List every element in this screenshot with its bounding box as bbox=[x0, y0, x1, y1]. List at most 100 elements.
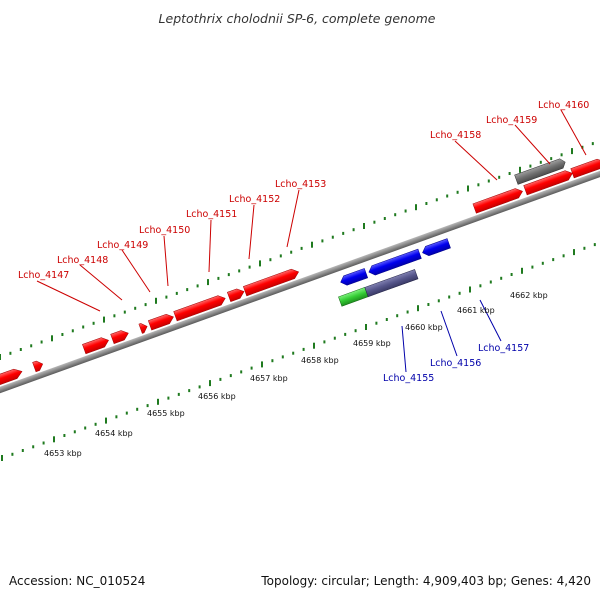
scale-label: 4656 kbp bbox=[198, 392, 236, 401]
gene-arrow[interactable] bbox=[472, 187, 524, 214]
gene-label-lcho-4155[interactable]: Lcho_4155 bbox=[383, 373, 434, 384]
minor-tick bbox=[146, 404, 149, 408]
accession-text: Accession: NC_010524 bbox=[9, 574, 145, 588]
minor-tick bbox=[186, 288, 189, 292]
minor-tick bbox=[115, 415, 118, 419]
minor-tick bbox=[279, 254, 282, 258]
minor-tick bbox=[219, 377, 222, 381]
minor-tick bbox=[19, 348, 22, 351]
major-tick bbox=[1, 455, 3, 461]
gene-label-lcho-4160[interactable]: Lcho_4160 bbox=[538, 100, 589, 111]
minor-tick bbox=[84, 426, 87, 430]
minor-tick bbox=[385, 318, 388, 321]
minor-tick bbox=[446, 194, 449, 198]
minor-tick bbox=[333, 336, 336, 340]
major-tick bbox=[417, 305, 419, 312]
minor-tick bbox=[373, 220, 376, 224]
minor-tick bbox=[394, 213, 397, 217]
major-tick bbox=[155, 297, 157, 304]
minor-tick bbox=[508, 172, 511, 175]
minor-tick bbox=[344, 332, 347, 336]
gene-arrow[interactable] bbox=[570, 157, 600, 179]
map-title: Leptothrix cholodnii SP-6, complete geno… bbox=[159, 11, 436, 26]
major-tick bbox=[573, 249, 575, 256]
major-tick bbox=[53, 436, 55, 443]
gene-arrow[interactable] bbox=[82, 336, 110, 355]
gene-label-lcho-4159[interactable]: Lcho_4159 bbox=[486, 115, 537, 126]
gene-label-lcho-4157[interactable]: Lcho_4157 bbox=[478, 343, 529, 354]
minor-tick bbox=[396, 314, 399, 318]
minor-tick bbox=[477, 183, 480, 187]
minor-tick bbox=[300, 246, 303, 250]
major-tick bbox=[365, 324, 367, 330]
gene-arrow[interactable] bbox=[339, 268, 369, 287]
gene-label-lcho-4148[interactable]: Lcho_4148 bbox=[57, 255, 108, 266]
minor-tick bbox=[134, 306, 137, 310]
gene-label-lcho-4152[interactable]: Lcho_4152 bbox=[229, 194, 280, 205]
gene-label-lcho-4153[interactable]: Lcho_4153 bbox=[275, 179, 326, 190]
gene-arrow[interactable] bbox=[138, 322, 149, 334]
minor-tick bbox=[531, 265, 534, 269]
gene-arrow[interactable] bbox=[0, 367, 24, 390]
major-tick bbox=[103, 316, 105, 323]
scale-label: 4653 kbp bbox=[44, 449, 82, 458]
minor-tick bbox=[136, 407, 139, 411]
gene-arrow[interactable] bbox=[110, 328, 130, 344]
gene-arrow[interactable] bbox=[523, 169, 574, 196]
minor-tick bbox=[321, 239, 324, 243]
minor-tick bbox=[144, 303, 147, 307]
genome-backbone bbox=[0, 156, 600, 400]
gene-arrow[interactable] bbox=[421, 238, 451, 258]
gene-arrow[interactable] bbox=[514, 157, 567, 185]
gene-label-lcho-4147[interactable]: Lcho_4147 bbox=[18, 270, 69, 281]
minor-tick bbox=[248, 265, 251, 269]
scale-label: 4655 kbp bbox=[147, 409, 185, 418]
gene-label-lcho-4158[interactable]: Lcho_4158 bbox=[430, 130, 481, 141]
scale-label: 4658 kbp bbox=[301, 356, 339, 365]
gene-arrow[interactable] bbox=[32, 359, 45, 373]
gene-label-lcho-4149[interactable]: Lcho_4149 bbox=[97, 240, 148, 251]
minor-tick bbox=[290, 250, 293, 254]
minor-tick bbox=[539, 160, 542, 164]
minor-tick bbox=[21, 449, 24, 452]
minor-tick bbox=[437, 299, 440, 303]
minor-tick bbox=[73, 430, 76, 434]
gene-arrow[interactable] bbox=[226, 287, 245, 302]
minor-tick bbox=[30, 344, 33, 348]
minor-tick bbox=[456, 190, 459, 194]
gene-arrow[interactable] bbox=[173, 294, 227, 322]
minor-tick bbox=[479, 284, 482, 288]
minor-tick bbox=[281, 355, 284, 359]
minor-tick bbox=[425, 202, 428, 205]
major-tick bbox=[207, 279, 209, 286]
minor-tick bbox=[352, 228, 355, 232]
gene-arrow[interactable] bbox=[242, 267, 300, 297]
minor-tick bbox=[529, 164, 532, 168]
gene-arrow[interactable] bbox=[364, 269, 419, 298]
minor-tick bbox=[125, 411, 128, 415]
gene-arrow[interactable] bbox=[367, 248, 422, 277]
gene-label-lcho-4150[interactable]: Lcho_4150 bbox=[139, 225, 190, 236]
minor-tick bbox=[448, 295, 451, 299]
major-tick bbox=[571, 148, 573, 155]
minor-tick bbox=[581, 145, 584, 149]
gene-label-lcho-4156[interactable]: Lcho_4156 bbox=[430, 358, 481, 369]
minor-tick bbox=[40, 340, 43, 344]
gene-label-lcho-4151[interactable]: Lcho_4151 bbox=[186, 209, 237, 220]
minor-tick bbox=[591, 142, 594, 146]
gene-arrow[interactable] bbox=[338, 287, 369, 307]
major-tick bbox=[363, 223, 365, 229]
minor-tick bbox=[269, 258, 272, 262]
minor-tick bbox=[32, 445, 35, 449]
major-tick bbox=[311, 241, 313, 248]
major-tick bbox=[469, 286, 471, 293]
gene-arrow[interactable] bbox=[147, 312, 175, 331]
minor-tick bbox=[175, 291, 178, 295]
minor-tick bbox=[71, 329, 74, 333]
minor-tick bbox=[404, 209, 407, 213]
major-tick bbox=[51, 335, 53, 342]
minor-tick bbox=[177, 392, 180, 396]
forward-strand-genes bbox=[0, 157, 600, 390]
minor-tick bbox=[123, 310, 126, 314]
